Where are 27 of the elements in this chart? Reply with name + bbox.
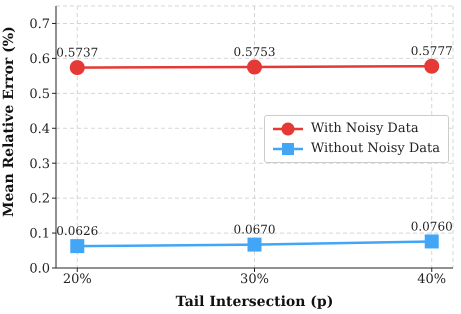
y-tick-label: 0.1 <box>29 226 50 242</box>
data-label: 0.0760 <box>410 219 453 234</box>
y-tick-label: 0.0 <box>29 262 50 277</box>
x-tick-label: 40% <box>417 272 446 288</box>
y-tick-label: 0.4 <box>29 122 50 137</box>
legend-label: With Noisy Data <box>310 120 419 138</box>
x-tick-label: 20% <box>62 272 92 288</box>
y-tick-label: 0.6 <box>29 52 50 68</box>
point <box>424 234 439 248</box>
data-label: 0.5737 <box>56 46 98 60</box>
x-tick-label: 30% <box>240 272 269 288</box>
point <box>247 60 262 75</box>
point <box>70 239 84 254</box>
data-label: 0.5777 <box>410 44 453 58</box>
data-label: 0.0626 <box>56 224 98 238</box>
y-axis-title: Mean Relative Error (%) <box>0 26 17 217</box>
y-tick-label: 0.7 <box>29 17 50 32</box>
point <box>424 58 440 74</box>
data-label: 0.5753 <box>234 45 276 60</box>
data-label: 0.0670 <box>234 222 276 237</box>
y-tick-label: 0.5 <box>29 86 50 102</box>
point <box>70 60 85 76</box>
y-tick-label: 0.2 <box>29 192 50 207</box>
x-axis-title: Tail Intersection (p) <box>176 294 334 310</box>
legend-label: Without Noisy Data <box>310 140 440 158</box>
point <box>248 238 262 252</box>
y-tick-label: 0.3 <box>29 156 50 172</box>
